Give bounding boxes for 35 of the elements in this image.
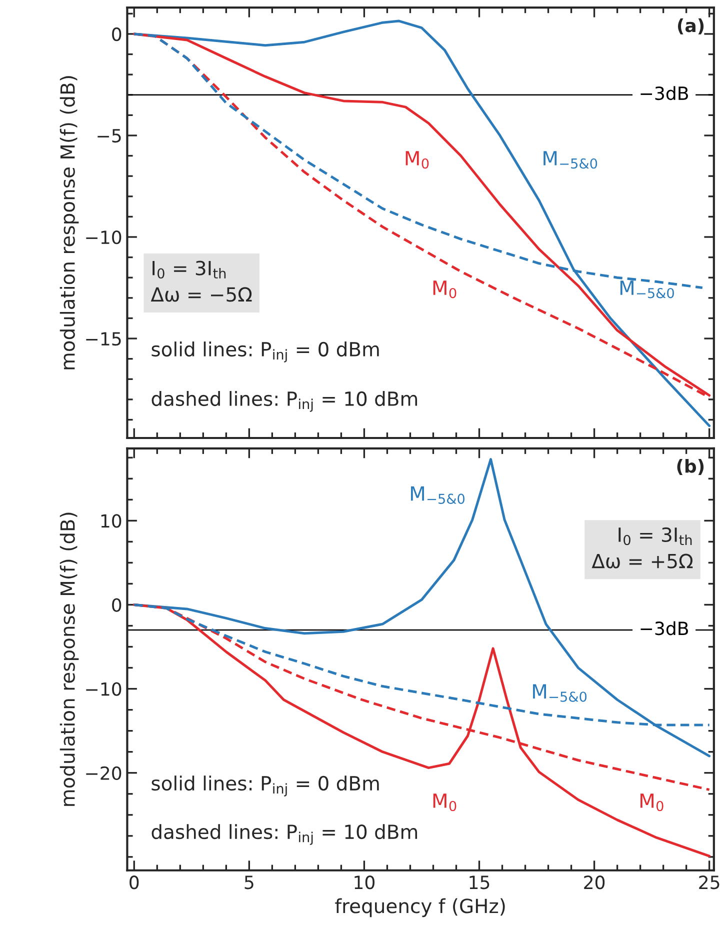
text: (b) — [677, 458, 704, 476]
annotation: solid lines: P$_{inj}$ = 0 dBm — [152, 342, 379, 362]
x-tick-label: 10 — [354, 876, 374, 890]
x-tick-label: 5 — [244, 876, 254, 890]
x-tick-label: 20 — [584, 876, 605, 890]
series-label: M$_{−5&0}$ — [544, 151, 598, 169]
ref-line-label: −3dB — [640, 86, 688, 100]
annotation: solid lines: P$_{inj}$ = 0 dBm — [152, 776, 379, 796]
annotation: dashed lines: P$_{inj}$ = 10 dBm — [152, 391, 418, 412]
annotation: dashed lines: P$_{inj}$ = 10 dBm — [152, 824, 418, 845]
series-label: M$_{−5&0}$ — [620, 280, 674, 298]
text: (a) — [678, 18, 704, 34]
x-tick-label: 25 — [699, 876, 720, 890]
series-label: M$_{−5&0}$ — [411, 486, 464, 504]
x-axis-title: frequency f (GHz) — [335, 898, 505, 918]
y-axis-title: modulation response M(f) (dB) — [60, 76, 79, 370]
annotation: I$_{0}$ = 3I$_{th}$ Δω = −5Ω — [150, 260, 252, 302]
series-label: M$_{−5&0}$ — [533, 684, 587, 702]
y-tick-label: 0 — [112, 598, 122, 612]
y-axis-title: modulation response M(f) (dB) — [60, 512, 79, 806]
series-label: M$_{0}$ — [433, 280, 456, 298]
series-label: M$_{0}$ — [433, 794, 456, 812]
x-tick-label: 0 — [130, 876, 139, 890]
y-tick-label: −10 — [86, 682, 122, 696]
series-label: M$_{0}$ — [640, 794, 664, 812]
ref-line-label: −3dB — [640, 621, 688, 636]
y-tick-label: −10 — [86, 230, 122, 244]
annotation: I$_{0}$ = 3I$_{th}$ Δω = +5Ω — [592, 527, 693, 568]
y-tick-label: 10 — [101, 514, 122, 528]
y-tick-label: 0 — [112, 27, 122, 42]
y-tick-label: −20 — [86, 766, 122, 780]
y-tick-label: −5 — [98, 129, 121, 143]
x-tick-label: 15 — [470, 876, 490, 890]
series-label: M$_{0}$ — [406, 151, 429, 169]
y-tick-label: −15 — [86, 332, 121, 346]
